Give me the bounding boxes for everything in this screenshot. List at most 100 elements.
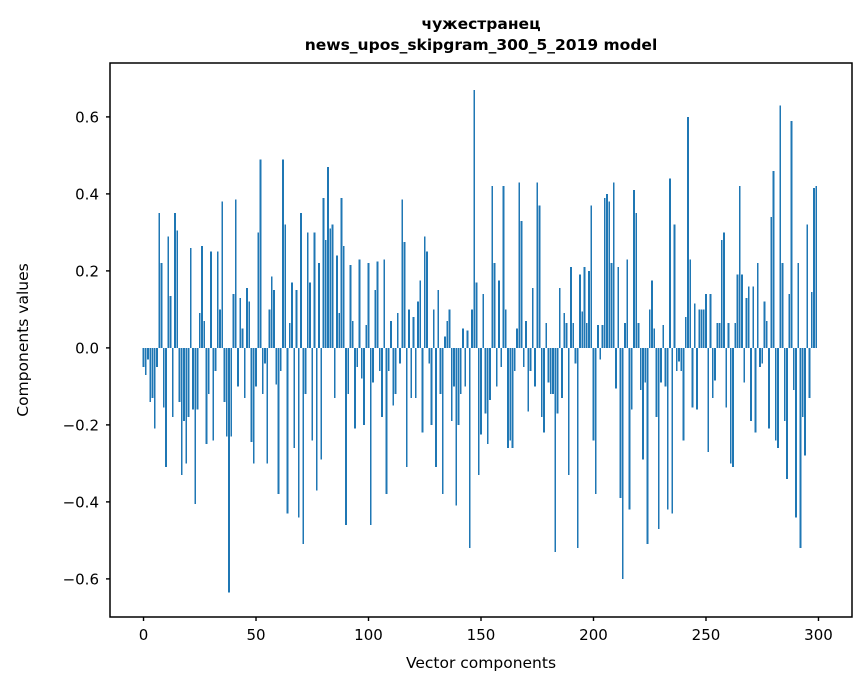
bar [232,293,235,348]
bar [752,286,755,348]
bar [493,263,496,348]
bar [261,347,264,395]
axis-ticks: 0 50 100 150 200 250 300 0.6 0.4 0.2 0.0 −0.2 −0.4 −0… [63,108,833,644]
bar [723,232,725,348]
bar [556,347,559,414]
bar [482,293,485,348]
x-tick-label: 200 [579,626,608,644]
bar [750,347,752,422]
bar [459,347,462,395]
bar [716,322,719,348]
bar [214,347,217,371]
bar [540,347,543,418]
bar [329,228,332,348]
x-tick-label: 50 [246,626,265,644]
bar [590,205,593,348]
bar [653,328,656,348]
bar [309,282,311,348]
bar [428,347,431,364]
bar [777,347,779,448]
bar [768,347,770,429]
bar [453,347,455,387]
bar [520,220,523,348]
bar [480,347,482,435]
bar [432,309,435,348]
bar [466,330,469,348]
bar [687,116,689,348]
bar [374,290,377,348]
bar [608,201,611,348]
bar [313,232,316,348]
bar [648,309,651,348]
bar [516,328,518,348]
bar [221,201,224,348]
bar [815,186,818,348]
bar [507,347,509,448]
bar [732,347,734,468]
bar [597,324,599,348]
bar [628,347,631,510]
bar [376,261,379,348]
bar [149,347,152,402]
bar [534,347,536,387]
bar [804,347,806,456]
bar [671,347,674,514]
bar [171,347,174,418]
bar [219,309,221,348]
bar [745,297,748,348]
bar [610,263,613,348]
bar [693,303,696,348]
bar [565,322,568,348]
bar [484,347,487,414]
bar [682,347,685,441]
bar [531,288,534,348]
bar [295,290,298,348]
bar [365,324,368,348]
bar [392,347,395,406]
bar [572,322,575,348]
bar [241,328,244,348]
bar [498,280,500,348]
bar [525,320,527,348]
bar [763,301,766,348]
bar [547,347,550,383]
bar [738,186,741,348]
bar [754,347,757,433]
bar [378,347,381,371]
bar [279,347,282,371]
bar [734,322,737,348]
bar [486,347,489,445]
bar [633,190,635,348]
bar [437,290,440,348]
bar [176,230,179,348]
bar [412,317,415,348]
y-tick-label: 0.4 [75,185,99,203]
bar [736,274,739,348]
bar [394,347,397,395]
bar [790,120,793,348]
bar [430,347,433,425]
bar [387,347,390,371]
bar [761,347,764,364]
y-tick-label: −0.4 [63,493,99,511]
bar [435,347,437,468]
bar [585,322,588,348]
bar [698,309,701,348]
bar [288,322,291,348]
bar [664,347,667,387]
bar [212,347,215,441]
bar [311,347,314,441]
bar [151,347,154,398]
bar [318,263,320,348]
bar [201,245,203,348]
bar [363,347,365,425]
bar [351,320,354,348]
bar [187,347,190,418]
bar [455,347,458,506]
y-tick-label: 0.6 [75,108,99,126]
bar [651,280,653,348]
bar [300,213,302,348]
bar [801,347,804,418]
bar [662,324,665,348]
bar [381,347,383,418]
